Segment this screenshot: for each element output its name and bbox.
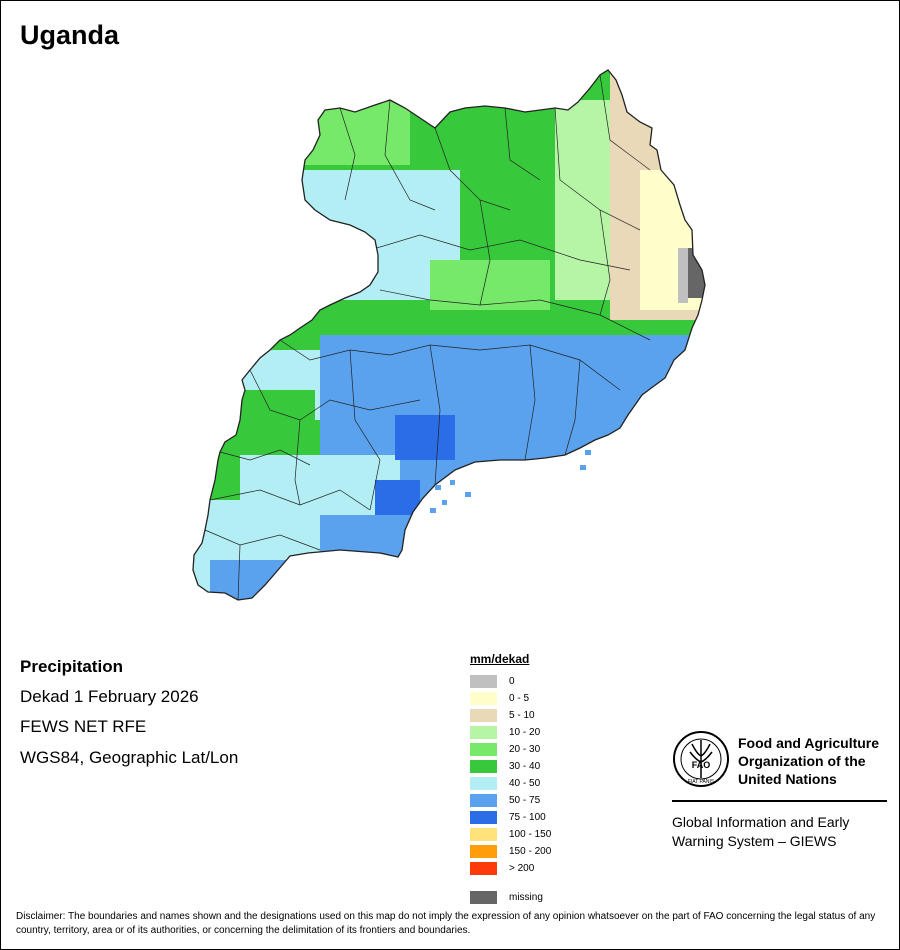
map-title: Uganda [20, 20, 120, 50]
legend-label: 50 - 75 [509, 795, 541, 806]
uganda-rainfall-map [192, 69, 706, 601]
source-label: FEWS NET RFE [20, 717, 147, 736]
rain-zero [678, 248, 688, 303]
fao-name-line1: Food and Agriculture [738, 735, 880, 751]
legend-row: 0 - 5 [470, 690, 551, 707]
rain-southwest-50-75 [210, 560, 300, 600]
legend-label: 0 - 5 [509, 693, 530, 704]
legend-row: 75 - 100 [470, 809, 551, 826]
variable-label: Precipitation [20, 657, 123, 676]
legend-row: 0 [470, 673, 551, 690]
legend-swatch [470, 811, 497, 824]
legend-title: mm/dekad [470, 652, 530, 666]
fao-name: Food and Agriculture Organization of the… [738, 734, 900, 788]
legend-label: 100 - 150 [509, 829, 552, 840]
legend-row: 50 - 75 [470, 792, 551, 809]
district-boundaries [204, 74, 651, 600]
legend-row: 100 - 150 [470, 826, 551, 843]
legend-label: 75 - 100 [509, 812, 546, 823]
legend-label: 5 - 10 [509, 710, 535, 721]
legend-row: 30 - 40 [470, 758, 551, 775]
legend-swatch [470, 777, 497, 790]
legend: mm/dekad 0 0 - 5 5 - 10 10 - 20 20 - 30 30 - … [470, 652, 551, 906]
legend-swatch [470, 692, 497, 705]
disclaimer: Disclaimer: The boundaries and names sho… [16, 911, 876, 936]
legend-row: 5 - 10 [470, 707, 551, 724]
giews-line1: Global Information and Early [672, 814, 850, 830]
fao-logo-text: FAO [692, 760, 711, 770]
legend-swatch [470, 828, 497, 841]
legend-rows: 0 0 - 5 5 - 10 10 - 20 20 - 30 30 - 40 40 - 50… [470, 673, 551, 877]
rain-south-central-cyan [240, 455, 400, 515]
giews-line2: Warning System – GIEWS [672, 833, 837, 849]
legend-swatch-missing [470, 891, 497, 904]
lake-victoria-islands [430, 450, 591, 513]
legend-label: > 200 [509, 863, 535, 874]
legend-row-missing: missing [470, 889, 551, 906]
projection-label: WGS84, Geographic Lat/Lon [20, 748, 239, 767]
legend-label: 150 - 200 [509, 846, 552, 857]
rain-southwest-75-100 [375, 480, 420, 515]
rain-west-green [230, 390, 315, 450]
fao-logo-icon: FAO FIAT PANIS [673, 731, 729, 787]
legend-swatch [470, 709, 497, 722]
fao-name-line3: United Nations [738, 771, 837, 787]
legend-row: 10 - 20 [470, 724, 551, 741]
rain-southwest-cyan [193, 500, 340, 600]
legend-row: > 200 [470, 860, 551, 877]
rainfall-grid [193, 70, 705, 600]
legend-label: 10 - 20 [509, 727, 541, 738]
rain-central-20-30 [430, 260, 550, 310]
legend-row: 20 - 30 [470, 741, 551, 758]
legend-label: 0 [509, 676, 515, 687]
rain-lake-shore-75-100 [395, 415, 455, 460]
legend-swatch [470, 743, 497, 756]
legend-row: 150 - 200 [470, 843, 551, 860]
legend-swatch [470, 760, 497, 773]
fao-divider [672, 800, 887, 802]
legend-label: 40 - 50 [509, 778, 541, 789]
legend-label: 30 - 40 [509, 761, 541, 772]
legend-swatch [470, 845, 497, 858]
legend-swatch [470, 862, 497, 875]
giews-name: Global Information and Early Warning Sys… [672, 813, 892, 851]
fao-name-line2: Organization of the [738, 753, 866, 769]
legend-swatch [470, 726, 497, 739]
legend-row: 40 - 50 [470, 775, 551, 792]
legend-label-missing: missing [509, 892, 543, 903]
period-label: Dekad 1 February 2026 [20, 687, 199, 706]
fao-logo-motto: FIAT PANIS [688, 779, 715, 785]
legend-swatch [470, 794, 497, 807]
legend-label: 20 - 30 [509, 744, 541, 755]
legend-swatch [470, 675, 497, 688]
